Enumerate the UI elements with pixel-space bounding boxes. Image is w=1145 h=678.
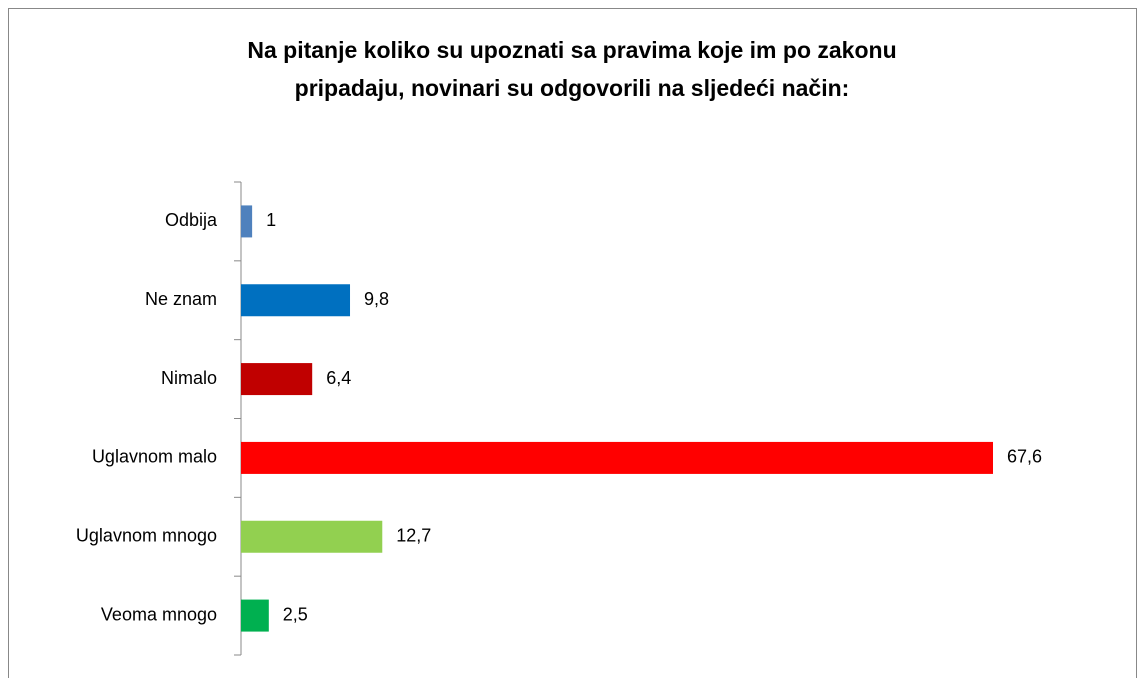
category-label: Nimalo [161,368,217,388]
data-label: 12,7 [396,526,431,546]
data-label: 2,5 [283,604,308,624]
bar [241,363,313,396]
chart-title: pripadaju, novinari su odgovorili na slj… [295,75,850,101]
bar [241,284,351,317]
bar [241,599,269,632]
chart-title: Na pitanje koliko su upoznati sa pravima… [247,37,896,63]
category-label: Odbija [165,210,218,230]
chart-frame [8,8,1137,678]
category-label: Ne znam [145,289,217,309]
category-label: Uglavnom malo [92,447,217,467]
data-label: 9,8 [364,289,389,309]
bar [241,441,993,474]
data-label: 6,4 [326,368,351,388]
category-label: Veoma mnogo [101,604,217,624]
data-label: 1 [266,210,276,230]
category-label: Uglavnom mnogo [76,526,217,546]
bar [241,520,383,553]
data-label: 67,6 [1007,447,1042,467]
bar [241,205,253,238]
